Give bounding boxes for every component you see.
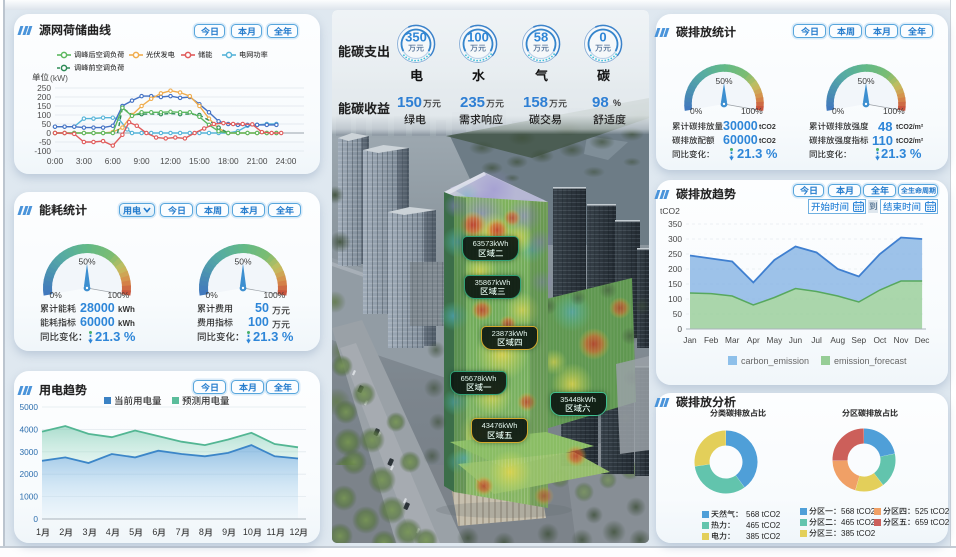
- svg-text:emission_forecast: emission_forecast: [834, 356, 907, 366]
- svg-text:200: 200: [37, 92, 51, 102]
- svg-text:12:00: 12:00: [160, 156, 181, 166]
- svg-text:Dec: Dec: [915, 335, 930, 345]
- svg-text:0%: 0%: [690, 106, 703, 116]
- svg-text:Mar: Mar: [725, 335, 740, 345]
- svg-text:100%: 100%: [883, 106, 905, 116]
- svg-text:300: 300: [668, 234, 682, 244]
- svg-text:200: 200: [668, 264, 682, 274]
- svg-text:Sep: Sep: [851, 335, 866, 345]
- svg-text:0: 0: [677, 324, 682, 334]
- svg-text:-100: -100: [34, 146, 51, 156]
- svg-text:0:00: 0:00: [47, 156, 64, 166]
- svg-text:Aug: Aug: [830, 335, 845, 345]
- svg-text:50%: 50%: [715, 76, 732, 86]
- svg-text:0%: 0%: [832, 106, 845, 116]
- svg-text:-50: -50: [39, 137, 51, 147]
- svg-text:50%: 50%: [234, 257, 251, 267]
- svg-text:9:00: 9:00: [134, 156, 151, 166]
- svg-text:150: 150: [37, 101, 51, 111]
- svg-text:Jan: Jan: [683, 335, 697, 345]
- svg-text:58: 58: [534, 30, 548, 45]
- svg-text:21:00: 21:00: [247, 156, 268, 166]
- svg-text:150: 150: [668, 279, 682, 289]
- svg-text:0%: 0%: [206, 290, 219, 300]
- svg-text:5000: 5000: [20, 402, 39, 412]
- svg-text:May: May: [767, 335, 784, 345]
- svg-text:1000: 1000: [20, 492, 39, 502]
- svg-text:100%: 100%: [108, 290, 130, 300]
- svg-text:350: 350: [668, 219, 682, 229]
- svg-text:100: 100: [668, 294, 682, 304]
- svg-text:350: 350: [405, 30, 427, 45]
- svg-text:Jul: Jul: [811, 335, 822, 345]
- svg-text:250: 250: [668, 249, 682, 259]
- svg-text:Oct: Oct: [873, 335, 887, 345]
- svg-text:50%: 50%: [78, 257, 95, 267]
- svg-text:100%: 100%: [264, 290, 286, 300]
- svg-text:Apr: Apr: [747, 335, 760, 345]
- svg-text:4000: 4000: [20, 424, 39, 434]
- svg-text:2000: 2000: [20, 469, 39, 479]
- svg-text:6:00: 6:00: [105, 156, 122, 166]
- svg-text:50%: 50%: [857, 76, 874, 86]
- svg-text:carbon_emission: carbon_emission: [741, 356, 809, 366]
- svg-text:3:00: 3:00: [76, 156, 93, 166]
- svg-text:50: 50: [42, 119, 52, 129]
- svg-text:100: 100: [467, 30, 489, 45]
- svg-text:Feb: Feb: [704, 335, 719, 345]
- svg-text:0%: 0%: [50, 290, 63, 300]
- svg-text:250: 250: [37, 83, 51, 93]
- svg-text:100: 100: [37, 110, 51, 120]
- svg-text:50: 50: [673, 309, 683, 319]
- svg-text:100%: 100%: [741, 106, 763, 116]
- svg-text:0: 0: [33, 514, 38, 524]
- svg-text:18:00: 18:00: [218, 156, 239, 166]
- svg-text:3000: 3000: [20, 447, 39, 457]
- svg-text:24:00: 24:00: [276, 156, 297, 166]
- svg-text:Jun: Jun: [789, 335, 803, 345]
- svg-text:0: 0: [599, 30, 606, 45]
- svg-text:0: 0: [46, 128, 51, 138]
- svg-text:15:00: 15:00: [189, 156, 210, 166]
- svg-text:Nov: Nov: [894, 335, 910, 345]
